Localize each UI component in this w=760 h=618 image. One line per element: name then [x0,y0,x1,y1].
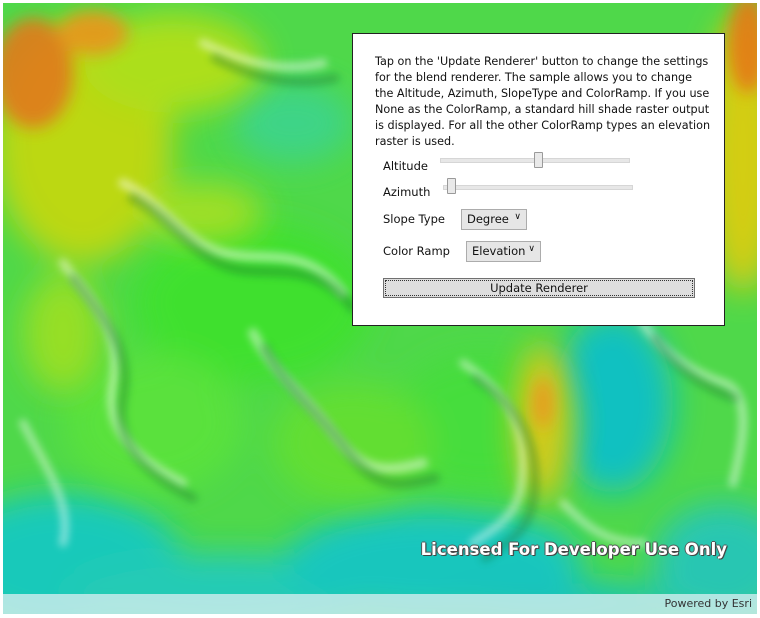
settings-panel: Tap on the 'Update Renderer' button to c… [352,33,725,326]
update-renderer-button[interactable]: Update Renderer [383,278,695,298]
attribution-bar: Powered by Esri [3,594,757,614]
azimuth-slider-thumb[interactable] [447,178,456,194]
slope-type-dropdown[interactable]: Degree ∨ [461,209,527,230]
altitude-slider-thumb[interactable] [534,152,543,168]
license-watermark: Licensed For Developer Use Only [420,540,727,559]
instructions-text: Tap on the 'Update Renderer' button to c… [375,55,711,148]
slope-type-value: Degree [467,212,509,226]
chevron-down-icon: ∨ [514,212,521,222]
attribution-text[interactable]: Powered by Esri [664,597,752,610]
color-ramp-label: Color Ramp [383,244,450,258]
slope-type-label: Slope Type [383,212,445,226]
color-ramp-dropdown[interactable]: Elevation ∨ [466,241,541,262]
altitude-label: Altitude [383,159,428,173]
azimuth-label: Azimuth [383,185,431,199]
azimuth-slider-track[interactable] [443,185,633,190]
color-ramp-value: Elevation [472,244,526,258]
chevron-down-icon: ∨ [528,244,535,254]
